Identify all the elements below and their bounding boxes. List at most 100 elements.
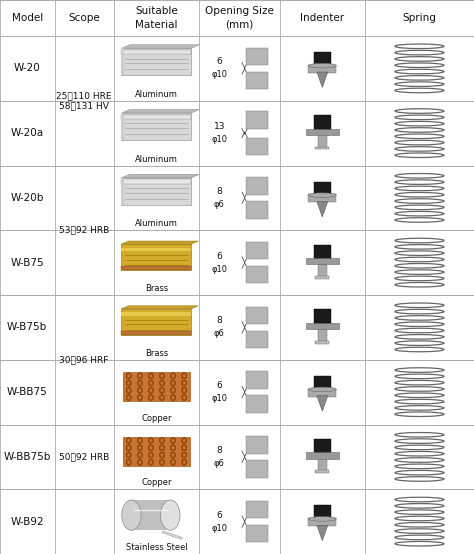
Text: Indenter: Indenter [300, 13, 345, 23]
Text: W-BB75b: W-BB75b [4, 452, 51, 462]
Bar [121, 331, 191, 335]
Polygon shape [121, 174, 200, 178]
Circle shape [126, 459, 131, 465]
Circle shape [127, 446, 130, 449]
Circle shape [138, 388, 141, 392]
Bar [121, 266, 191, 270]
Circle shape [159, 387, 164, 393]
Circle shape [182, 387, 187, 393]
Circle shape [161, 460, 164, 464]
Text: φ10: φ10 [211, 265, 227, 274]
Circle shape [161, 388, 164, 392]
Circle shape [171, 380, 176, 386]
Circle shape [159, 394, 164, 401]
Text: φ10: φ10 [211, 70, 227, 79]
Ellipse shape [309, 63, 336, 68]
Text: Aluminum: Aluminum [135, 90, 178, 99]
Text: φ10: φ10 [211, 394, 227, 403]
Text: 13: 13 [213, 122, 225, 131]
Polygon shape [317, 202, 328, 217]
Circle shape [172, 388, 174, 392]
Bar [315, 276, 329, 279]
Circle shape [171, 394, 176, 401]
Text: W-B75: W-B75 [10, 258, 44, 268]
Bar [318, 329, 327, 342]
Circle shape [149, 388, 152, 392]
Circle shape [137, 445, 142, 451]
Text: Material: Material [135, 19, 178, 30]
Bar [306, 258, 338, 264]
Circle shape [148, 445, 154, 451]
Circle shape [172, 460, 174, 464]
Text: 8: 8 [216, 187, 222, 196]
Text: Brass: Brass [145, 284, 168, 293]
Circle shape [161, 381, 164, 384]
Text: Copper: Copper [141, 478, 172, 488]
Circle shape [138, 439, 141, 442]
Text: W-B75b: W-B75b [7, 322, 47, 332]
Circle shape [149, 396, 152, 399]
Bar [314, 182, 331, 194]
Circle shape [171, 452, 176, 458]
Circle shape [182, 373, 187, 379]
Circle shape [159, 438, 164, 444]
Circle shape [126, 452, 131, 458]
Circle shape [171, 459, 176, 465]
Circle shape [148, 373, 154, 379]
Bar [314, 115, 331, 130]
Circle shape [159, 380, 164, 386]
Circle shape [182, 460, 186, 464]
Circle shape [137, 459, 142, 465]
Circle shape [159, 373, 164, 379]
Circle shape [182, 381, 186, 384]
Circle shape [182, 396, 186, 399]
Circle shape [137, 387, 142, 393]
Ellipse shape [161, 500, 180, 530]
Circle shape [127, 453, 130, 456]
Text: φ10: φ10 [211, 524, 227, 532]
Circle shape [137, 452, 142, 458]
Text: 25～110 HRE
58～131 HV: 25～110 HRE 58～131 HV [56, 91, 112, 110]
Text: W-20a: W-20a [11, 128, 44, 138]
Circle shape [137, 373, 142, 379]
Bar [123, 372, 190, 401]
Text: 8: 8 [216, 316, 222, 325]
Bar [314, 52, 331, 65]
Bar [246, 460, 268, 478]
Bar [315, 341, 329, 343]
Circle shape [148, 387, 154, 393]
Bar [246, 396, 268, 413]
Ellipse shape [309, 193, 336, 197]
Bar [306, 323, 338, 329]
Bar [306, 129, 338, 135]
Circle shape [182, 453, 186, 456]
Circle shape [126, 380, 131, 386]
Circle shape [149, 439, 152, 442]
Bar [246, 501, 268, 519]
Bar [318, 134, 327, 147]
Text: Spring: Spring [402, 13, 437, 23]
Circle shape [127, 381, 130, 384]
Bar [121, 178, 124, 205]
Circle shape [182, 452, 187, 458]
Circle shape [171, 387, 176, 393]
Circle shape [148, 459, 154, 465]
Circle shape [172, 446, 174, 449]
Text: W-BB75: W-BB75 [7, 387, 47, 397]
Circle shape [182, 374, 186, 377]
Circle shape [149, 381, 152, 384]
Circle shape [137, 380, 142, 386]
Bar [309, 65, 336, 73]
Bar [121, 312, 191, 316]
Circle shape [138, 460, 141, 464]
Bar [246, 177, 268, 194]
Circle shape [182, 380, 187, 386]
Polygon shape [121, 306, 199, 309]
Text: (mm): (mm) [225, 19, 254, 30]
Text: 6: 6 [216, 511, 222, 520]
Bar [246, 331, 268, 348]
Text: 50～92 HRB: 50～92 HRB [59, 453, 109, 461]
Circle shape [171, 445, 176, 451]
Circle shape [182, 438, 187, 444]
Text: Copper: Copper [141, 413, 172, 423]
